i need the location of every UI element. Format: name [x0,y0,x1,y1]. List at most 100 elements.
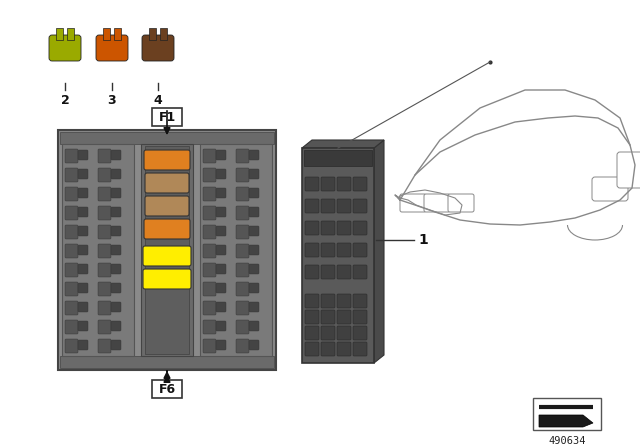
Bar [103,28,110,40]
FancyBboxPatch shape [337,199,351,213]
FancyBboxPatch shape [78,226,88,236]
FancyBboxPatch shape [65,320,78,334]
FancyBboxPatch shape [143,246,191,266]
Bar [114,28,121,40]
FancyBboxPatch shape [65,339,78,353]
FancyBboxPatch shape [337,310,351,324]
Text: F6: F6 [159,383,175,396]
FancyBboxPatch shape [321,265,335,279]
Bar [145,146,189,354]
FancyBboxPatch shape [65,168,78,182]
FancyBboxPatch shape [78,321,88,331]
FancyBboxPatch shape [78,207,88,217]
FancyBboxPatch shape [216,264,226,274]
FancyBboxPatch shape [353,221,367,235]
Polygon shape [374,140,384,363]
FancyBboxPatch shape [337,326,351,340]
Bar [533,398,601,430]
FancyBboxPatch shape [617,152,640,188]
FancyBboxPatch shape [236,149,249,163]
Bar [152,380,182,398]
FancyBboxPatch shape [337,243,351,257]
FancyBboxPatch shape [98,301,111,315]
FancyBboxPatch shape [98,206,111,220]
Text: 4: 4 [154,94,163,107]
FancyBboxPatch shape [78,340,88,350]
FancyBboxPatch shape [337,342,351,356]
FancyBboxPatch shape [305,326,319,340]
FancyBboxPatch shape [321,342,335,356]
FancyBboxPatch shape [236,282,249,296]
Text: 490634: 490634 [548,436,586,446]
FancyBboxPatch shape [143,269,191,289]
Bar [141,144,193,356]
FancyBboxPatch shape [400,194,426,212]
Bar [160,28,167,40]
FancyBboxPatch shape [249,169,259,179]
FancyBboxPatch shape [203,320,216,334]
FancyBboxPatch shape [353,199,367,213]
FancyBboxPatch shape [236,320,249,334]
FancyBboxPatch shape [337,294,351,308]
FancyBboxPatch shape [216,207,226,217]
Bar [60,356,274,368]
FancyBboxPatch shape [111,264,121,274]
FancyBboxPatch shape [111,321,121,331]
FancyBboxPatch shape [65,301,78,315]
FancyBboxPatch shape [249,321,259,331]
FancyBboxPatch shape [249,340,259,350]
FancyBboxPatch shape [353,342,367,356]
FancyBboxPatch shape [78,169,88,179]
FancyBboxPatch shape [203,168,216,182]
FancyBboxPatch shape [111,207,121,217]
FancyBboxPatch shape [98,263,111,277]
FancyBboxPatch shape [305,342,319,356]
Bar [58,130,276,370]
FancyBboxPatch shape [353,243,367,257]
FancyBboxPatch shape [353,265,367,279]
FancyBboxPatch shape [321,177,335,191]
FancyBboxPatch shape [203,206,216,220]
FancyBboxPatch shape [305,199,319,213]
FancyBboxPatch shape [145,173,189,193]
FancyBboxPatch shape [111,245,121,255]
FancyBboxPatch shape [321,199,335,213]
FancyBboxPatch shape [321,310,335,324]
FancyBboxPatch shape [249,283,259,293]
Bar [302,148,374,363]
FancyBboxPatch shape [98,282,111,296]
FancyBboxPatch shape [98,149,111,163]
Polygon shape [539,415,593,427]
FancyBboxPatch shape [216,321,226,331]
FancyBboxPatch shape [448,194,474,212]
FancyBboxPatch shape [111,169,121,179]
FancyBboxPatch shape [111,150,121,160]
FancyBboxPatch shape [236,187,249,201]
FancyBboxPatch shape [78,188,88,198]
FancyBboxPatch shape [353,326,367,340]
FancyBboxPatch shape [216,283,226,293]
FancyBboxPatch shape [353,294,367,308]
FancyBboxPatch shape [98,339,111,353]
Bar [67,28,74,40]
FancyBboxPatch shape [78,302,88,312]
FancyBboxPatch shape [203,244,216,258]
FancyBboxPatch shape [305,294,319,308]
FancyBboxPatch shape [65,187,78,201]
FancyBboxPatch shape [144,219,190,239]
Text: 2: 2 [61,94,69,107]
FancyBboxPatch shape [145,196,189,216]
FancyBboxPatch shape [98,187,111,201]
FancyBboxPatch shape [111,340,121,350]
FancyBboxPatch shape [49,35,81,61]
FancyBboxPatch shape [353,177,367,191]
FancyBboxPatch shape [424,194,450,212]
FancyBboxPatch shape [96,35,128,61]
FancyBboxPatch shape [98,225,111,239]
FancyBboxPatch shape [203,282,216,296]
FancyBboxPatch shape [111,188,121,198]
FancyBboxPatch shape [216,226,226,236]
FancyBboxPatch shape [203,149,216,163]
FancyBboxPatch shape [98,244,111,258]
FancyBboxPatch shape [321,221,335,235]
